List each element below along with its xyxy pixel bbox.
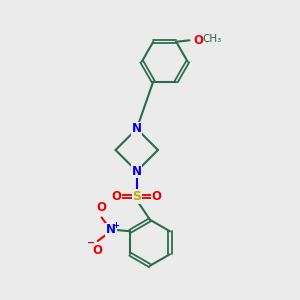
Text: N: N	[132, 122, 142, 135]
Text: O: O	[152, 190, 162, 203]
Text: CH₃: CH₃	[202, 34, 221, 44]
Text: N: N	[132, 165, 142, 178]
Text: −: −	[87, 238, 95, 248]
Text: O: O	[112, 190, 122, 203]
Text: O: O	[97, 202, 106, 214]
Text: S: S	[132, 190, 141, 203]
Text: O: O	[193, 34, 203, 47]
Text: O: O	[92, 244, 102, 257]
Text: N: N	[106, 223, 116, 236]
Text: +: +	[112, 220, 119, 230]
